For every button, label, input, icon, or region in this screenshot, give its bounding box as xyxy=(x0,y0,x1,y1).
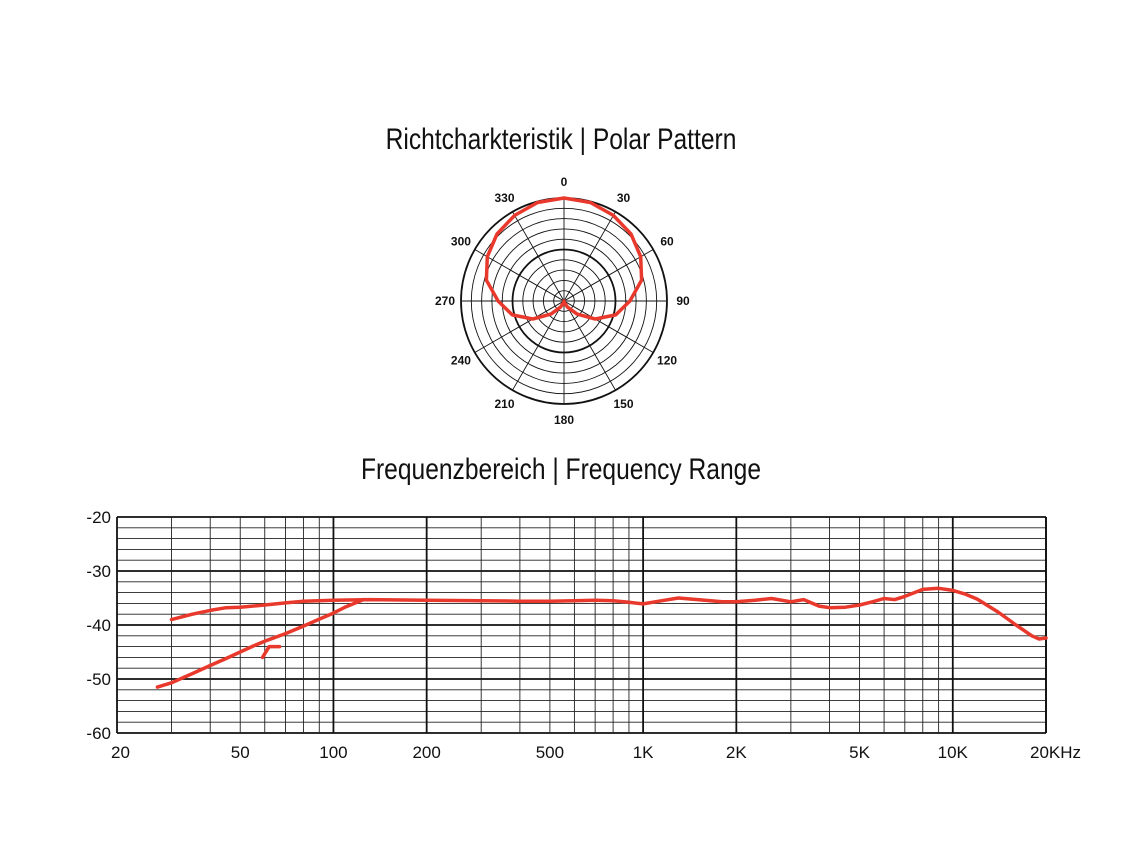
freq-x-tick-label: 1K xyxy=(633,743,654,762)
frequency-marker xyxy=(260,644,282,660)
polar-pattern-curve xyxy=(484,196,644,321)
polar-angle-label: 30 xyxy=(617,191,631,205)
polar-angle-label: 210 xyxy=(494,397,514,411)
freq-x-tick-label: 20KHz xyxy=(1030,743,1081,762)
polar-angle-label: 300 xyxy=(451,235,471,249)
freq-x-tick-label: 2K xyxy=(726,743,747,762)
polar-angle-label: 180 xyxy=(554,413,574,427)
polar-angle-label: 90 xyxy=(676,294,690,308)
frequency-response-curve xyxy=(155,597,366,689)
polar-pattern-chart: 0 30 60 90 120 150 180 210 240 270 300 330 xyxy=(435,175,690,427)
freq-x-tick-label: 10K xyxy=(938,743,969,762)
polar-angle-label: 60 xyxy=(660,235,674,249)
freq-y-tick-label: -20 xyxy=(86,508,111,527)
freq-x-tick-label: 200 xyxy=(412,743,440,762)
polar-chart-title: Richtcharkteristik | Polar Pattern xyxy=(386,122,737,156)
freq-x-tick-label: 20 xyxy=(111,743,130,762)
freq-y-tick-label: -60 xyxy=(86,724,111,743)
freq-x-tick-label: 100 xyxy=(319,743,347,762)
freq-y-tick-label: -50 xyxy=(86,670,111,689)
polar-angle-label: 330 xyxy=(494,191,514,205)
freq-y-tick-label: -30 xyxy=(86,562,111,581)
frequency-chart-title: Frequenzbereich | Frequency Range xyxy=(361,452,761,486)
polar-angle-label: 0 xyxy=(561,175,568,189)
polar-angle-label: 240 xyxy=(451,354,471,368)
polar-angle-label: 120 xyxy=(657,354,677,368)
polar-angle-label: 270 xyxy=(435,294,455,308)
polar-angle-label: 150 xyxy=(613,397,633,411)
freq-x-tick-label: 50 xyxy=(231,743,250,762)
frequency-response-curve xyxy=(169,586,1048,641)
freq-x-tick-label: 500 xyxy=(536,743,564,762)
freq-x-tick-label: 5K xyxy=(849,743,870,762)
freq-y-tick-label: -40 xyxy=(86,616,111,635)
